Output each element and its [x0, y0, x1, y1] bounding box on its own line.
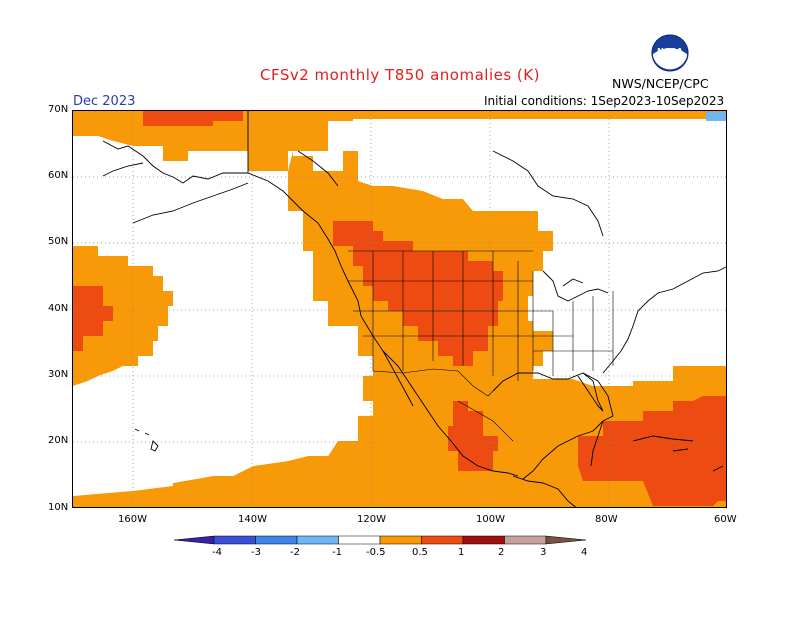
lon-label-120w: 120W [357, 514, 386, 525]
colorbar-segment [296, 535, 339, 545]
chart-title: CFSv2 monthly T850 anomalies (K) [260, 66, 540, 84]
lon-label-140w: 140W [238, 514, 267, 525]
colorbar-arrow-right [545, 535, 587, 545]
colorbar-label: 2 [498, 547, 505, 558]
colorbar-segment [338, 535, 381, 545]
colorbar-segment [504, 535, 547, 545]
lat-label-40n: 40N [48, 303, 69, 314]
colorbar [173, 535, 587, 545]
coastlines [102, 111, 726, 507]
lat-label-50n: 50N [48, 236, 69, 247]
anomaly-shading-1-to-2 [73, 111, 726, 506]
lon-label-80w: 80W [595, 514, 618, 525]
colorbar-label: 4 [581, 547, 588, 558]
noaa-logo-icon: NOAA [651, 34, 689, 72]
anomaly-map [72, 110, 727, 508]
state-borders [348, 250, 614, 442]
colorbar-segment [255, 535, 298, 545]
colorbar-label: -2 [290, 547, 300, 558]
lat-label-60n: 60N [48, 170, 69, 181]
colorbar-label: -0.5 [366, 547, 386, 558]
lat-label-70n: 70N [48, 104, 69, 115]
colorbar-segment [462, 535, 505, 545]
lat-label-20n: 20N [48, 435, 69, 446]
map-canvas [73, 111, 726, 507]
lat-label-30n: 30N [48, 369, 69, 380]
lon-label-160w: 160W [118, 514, 147, 525]
logo-text: NOAA [657, 47, 683, 56]
colorbar-label: 3 [540, 547, 547, 558]
lon-label-100w: 100W [476, 514, 505, 525]
colorbar-segment [421, 535, 464, 545]
colorbar-segment [213, 535, 256, 545]
colorbar-label: 1 [458, 547, 465, 558]
initial-conditions-label: Initial conditions: 1Sep2023-10Sep2023 [484, 94, 725, 108]
colorbar-arrow-left [173, 535, 215, 545]
lon-label-60w: 60W [714, 514, 737, 525]
colorbar-label: -3 [251, 547, 261, 558]
colorbar-label: -4 [212, 547, 222, 558]
colorbar-label: 0.5 [412, 547, 428, 558]
neutral-regions [73, 119, 726, 496]
forecast-month-label: Dec 2023 [73, 94, 136, 109]
agency-label: NWS/NCEP/CPC [612, 76, 709, 91]
anomaly-shading-neg-1 [706, 112, 726, 121]
lat-label-10n: 10N [48, 502, 69, 513]
colorbar-label: -1 [332, 547, 342, 558]
colorbar-segment [379, 535, 422, 545]
